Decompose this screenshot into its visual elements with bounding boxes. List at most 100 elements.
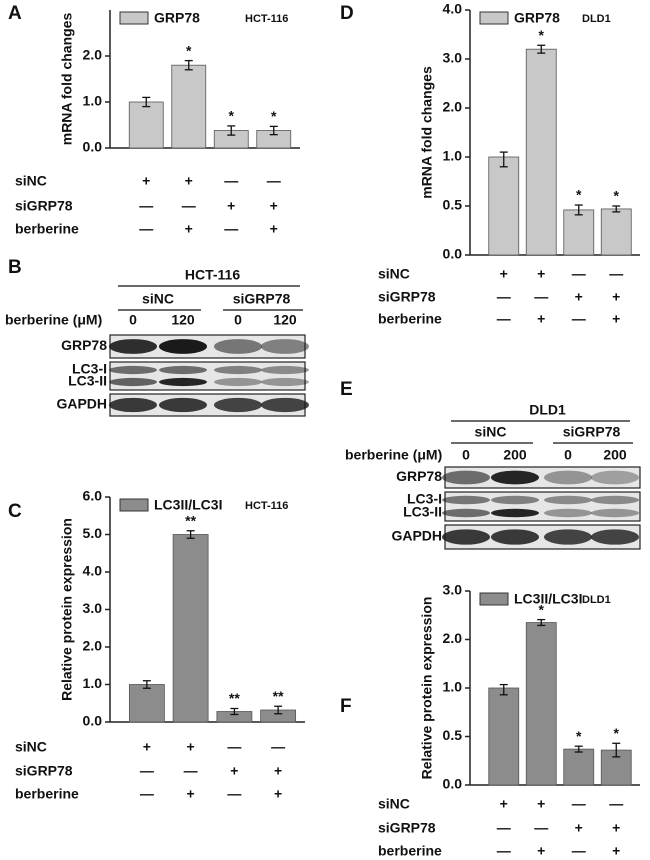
condition-sign: — [572,311,586,327]
condition-sign: — [227,739,241,755]
blot-band [491,508,539,518]
y-tick-label: 0.0 [83,713,103,729]
blot-row-label: LC3-I [407,491,442,507]
y-tick-label: 1.0 [443,679,463,695]
y-tick-label: 1.0 [83,675,103,691]
condition-sign: + [612,820,620,836]
y-tick-label: 2.0 [83,638,103,654]
condition-sign: + [142,173,150,189]
blot-band [261,365,309,375]
y-tick-label: 5.0 [83,525,103,541]
legend-swatch [479,11,509,25]
condition-sign: — [572,266,586,282]
condition-sign: — [609,266,623,282]
y-tick-label: 3.0 [443,582,463,598]
condition-sign: — [139,221,153,237]
group-label: siNC [142,291,174,307]
blot-band [591,495,639,505]
condition-sign: + [575,289,583,305]
error-bar [612,205,621,213]
dose: 120 [171,312,195,328]
condition-sign: — [224,173,238,189]
error-bar [574,204,583,216]
error-bar [612,742,621,758]
significance-label: * [614,725,620,741]
blot-band [159,397,207,413]
blot-band [442,508,490,518]
condition-sign: — [497,843,511,859]
blot-band [544,529,592,545]
blot-band [544,495,592,505]
condition-sign: — [497,311,511,327]
dose-label: berberine (μM) [345,447,442,463]
condition-label: siNC [15,739,47,755]
significance-label: * [539,27,545,43]
dose-label: berberine (μM) [5,312,102,328]
y-tick-label: 0.5 [443,197,463,213]
group-label: siGRP78 [233,291,291,307]
error-bar [230,707,239,716]
condition-sign: — [609,796,623,812]
condition-sign: + [500,796,508,812]
blot-band [544,508,592,518]
y-tick-label: 2.0 [443,99,463,115]
y-tick-label: 0.5 [443,727,463,743]
dose: 200 [503,447,527,463]
y-tick-label: 4.0 [443,1,463,17]
annotation: HCT-116 [245,500,288,512]
y-tick-label: 3.0 [83,600,103,616]
condition-sign: + [274,763,282,779]
panel-letter: E [340,379,353,400]
panel-letter: D [340,3,354,24]
y-axis-label: mRNA fold changes [59,13,75,146]
legend-swatch [479,592,509,606]
blot-band [159,339,207,354]
significance-label: ** [229,690,240,706]
condition-sign: — [534,289,548,305]
error-bar [274,705,283,715]
bar [128,101,164,149]
significance-label: ** [185,512,196,528]
dose: 0 [129,312,137,328]
y-axis-label: Relative protein expression [419,597,435,780]
blot-band [442,495,490,505]
condition-sign: — [271,739,285,755]
significance-label: * [576,728,582,744]
condition-sign: + [612,843,620,859]
blot-row-label: LC3-II [403,504,442,520]
blot-row-label: GRP78 [396,468,442,484]
blot-row-label: GAPDH [56,396,107,412]
dose: 0 [234,312,242,328]
blot-band [442,470,490,485]
condition-sign: + [537,796,545,812]
condition-label: siNC [378,266,410,282]
bar [525,48,557,256]
bar [525,622,557,786]
legend-label: LC3II/LC3I [514,591,582,607]
annotation: DLD1 [582,13,611,25]
condition-sign: — [139,198,153,214]
significance-label: * [229,108,235,124]
error-bar [537,618,546,627]
condition-sign: — [572,796,586,812]
blot-title: DLD1 [529,402,566,418]
condition-sign: + [612,289,620,305]
blot-row-label: LC3-I [72,361,107,377]
legend-label: LC3II/LC3I [154,497,222,513]
condition-sign: + [274,786,282,802]
condition-sign: — [534,820,548,836]
condition-label: siNC [15,173,47,189]
blot-band [491,470,539,485]
error-bar [269,125,278,136]
panel-letter: C [8,501,22,522]
condition-label: berberine [378,311,442,327]
y-axis-label: mRNA fold changes [419,66,435,199]
condition-sign: — [224,221,238,237]
condition-label: siGRP78 [15,763,73,779]
condition-sign: + [537,311,545,327]
condition-sign: — [497,820,511,836]
blot-band [109,365,157,375]
y-axis-label: Relative protein expression [59,518,75,701]
error-bar [227,125,236,136]
y-tick-label: 1.0 [443,148,463,164]
